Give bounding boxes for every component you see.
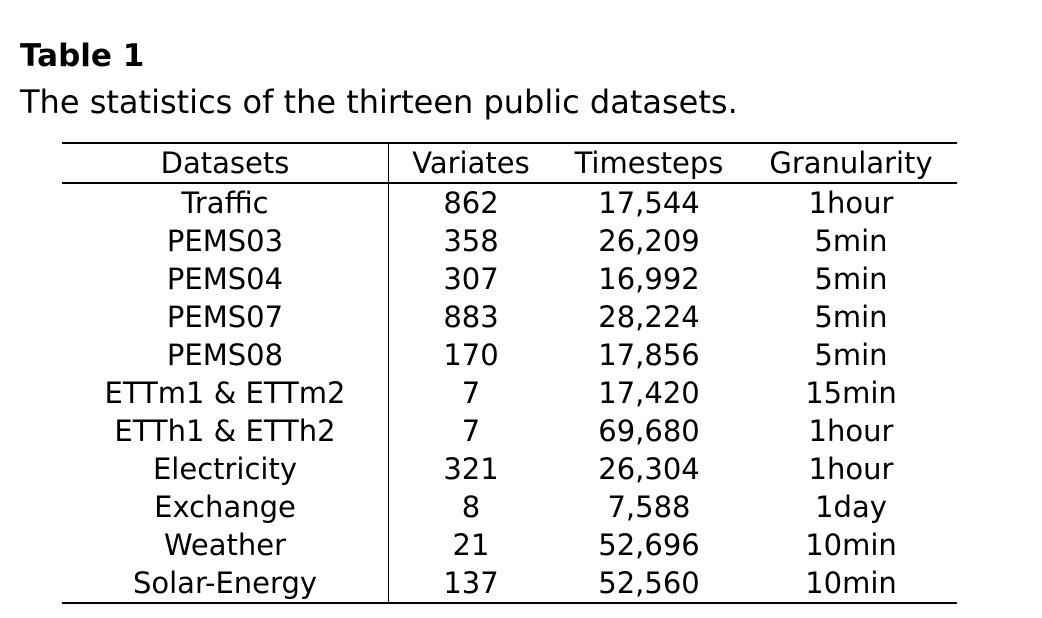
- table-row: PEMS07 883 28,224 5min: [62, 298, 957, 336]
- cell-variates: 862: [443, 186, 499, 220]
- table-row: ETTh1 & ETTh2 7 69,680 1hour: [62, 412, 957, 450]
- cell-dataset: PEMS03: [62, 222, 389, 260]
- header-granularity: Granularity: [745, 143, 957, 184]
- cell-timesteps: 26,209: [598, 224, 700, 258]
- cell-dataset: PEMS07: [62, 298, 389, 336]
- cell-dataset: PEMS08: [62, 336, 389, 374]
- cell-granularity: 5min: [814, 224, 888, 258]
- statistics-table: Datasets Variates Timesteps Granularity …: [62, 142, 957, 604]
- table-caption-label: Table 1: [20, 38, 145, 74]
- table-header-row: Datasets Variates Timesteps Granularity: [62, 143, 957, 184]
- cell-granularity: 10min: [805, 528, 897, 562]
- table-row: PEMS08 170 17,856 5min: [62, 336, 957, 374]
- cell-timesteps: 17,856: [598, 338, 700, 372]
- cell-variates: 137: [443, 566, 499, 600]
- cell-timesteps: 16,992: [598, 262, 700, 296]
- table-row: Weather 21 52,696 10min: [62, 526, 957, 564]
- cell-variates: 8: [461, 490, 481, 524]
- cell-timesteps: 52,560: [598, 566, 700, 600]
- cell-dataset: PEMS04: [62, 260, 389, 298]
- table-row: PEMS03 358 26,209 5min: [62, 222, 957, 260]
- cell-dataset: Weather: [62, 526, 389, 564]
- table-row: Exchange 8 7,588 1day: [62, 488, 957, 526]
- cell-granularity: 5min: [814, 300, 888, 334]
- table-row: PEMS04 307 16,992 5min: [62, 260, 957, 298]
- cell-variates: 7: [461, 376, 481, 410]
- cell-timesteps: 17,420: [598, 376, 700, 410]
- cell-variates: 883: [443, 300, 499, 334]
- cell-granularity: 1day: [815, 490, 887, 524]
- cell-dataset: Electricity: [62, 450, 389, 488]
- cell-granularity: 10min: [805, 566, 897, 600]
- cell-timesteps: 69,680: [598, 414, 700, 448]
- table-row: Electricity 321 26,304 1hour: [62, 450, 957, 488]
- cell-variates: 307: [443, 262, 499, 296]
- cell-dataset: ETTm1 & ETTm2: [62, 374, 389, 412]
- cell-variates: 358: [443, 224, 499, 258]
- table-row: Solar-Energy 137 52,560 10min: [62, 564, 957, 603]
- header-datasets: Datasets: [62, 143, 389, 184]
- cell-variates: 321: [443, 452, 499, 486]
- cell-dataset: ETTh1 & ETTh2: [62, 412, 389, 450]
- header-variates: Variates: [388, 143, 553, 184]
- statistics-table-container: Datasets Variates Timesteps Granularity …: [62, 142, 957, 604]
- table-row: Traffic 862 17,544 1hour: [62, 183, 957, 222]
- cell-granularity: 1hour: [808, 186, 894, 220]
- cell-granularity: 15min: [805, 376, 897, 410]
- cell-granularity: 5min: [814, 262, 888, 296]
- cell-granularity: 1hour: [808, 414, 894, 448]
- cell-timesteps: 28,224: [598, 300, 700, 334]
- cell-timesteps: 7,588: [607, 490, 691, 524]
- cell-granularity: 5min: [814, 338, 888, 372]
- table-row: ETTm1 & ETTm2 7 17,420 15min: [62, 374, 957, 412]
- cell-granularity: 1hour: [808, 452, 894, 486]
- cell-dataset: Traffic: [62, 183, 389, 222]
- cell-variates: 7: [461, 414, 481, 448]
- cell-timesteps: 52,696: [598, 528, 700, 562]
- table-caption-text: The statistics of the thirteen public da…: [20, 83, 738, 121]
- cell-variates: 170: [443, 338, 499, 372]
- cell-timesteps: 26,304: [598, 452, 700, 486]
- cell-dataset: Exchange: [62, 488, 389, 526]
- header-timesteps: Timesteps: [553, 143, 745, 184]
- cell-variates: 21: [452, 528, 490, 562]
- cell-timesteps: 17,544: [598, 186, 700, 220]
- cell-dataset: Solar-Energy: [62, 564, 389, 603]
